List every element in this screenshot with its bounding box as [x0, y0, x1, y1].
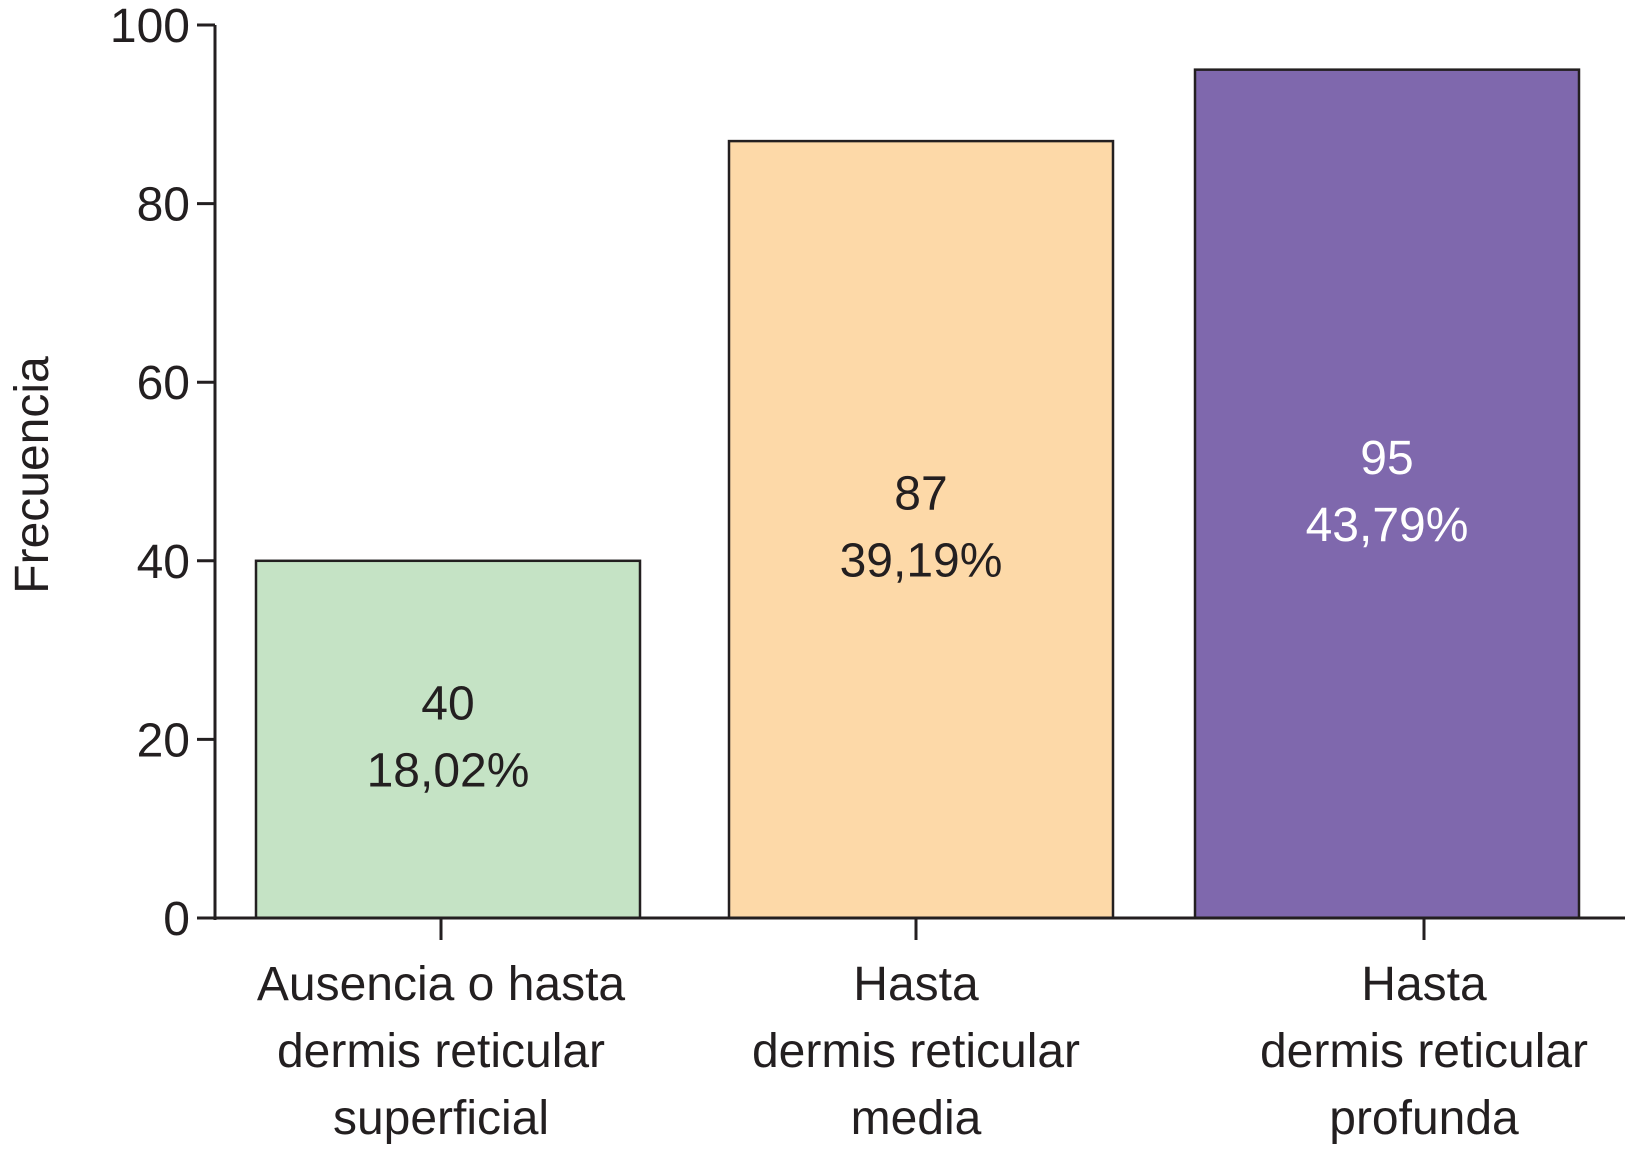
data-labels: 40 18,02% 87 39,19% 95 43,79% — [367, 432, 1469, 798]
bar-percent-label: 43,79% — [1306, 499, 1469, 552]
bar — [1193, 68, 1581, 920]
y-axis-title: Frecuencia — [6, 356, 59, 594]
x-category-label: profunda — [1329, 1092, 1519, 1145]
bar-value-label: 95 — [1360, 432, 1413, 485]
y-ticks: 0 20 40 60 80 100 — [110, 0, 215, 946]
y-tick-label: 100 — [110, 0, 190, 53]
bar-percent-label: 18,02% — [367, 744, 530, 797]
bar — [727, 139, 1115, 920]
y-tick-label: 0 — [163, 893, 190, 946]
x-category-label: media — [851, 1092, 982, 1145]
x-category-label: Hasta — [1361, 958, 1487, 1011]
x-category-label: dermis reticular — [277, 1025, 605, 1078]
bar-value-label: 87 — [894, 468, 947, 521]
y-tick-label: 60 — [137, 357, 190, 410]
axes-layer — [213, 25, 1625, 920]
y-tick-label: 40 — [137, 536, 190, 589]
y-tick-label: 80 — [137, 179, 190, 232]
bar-percent-label: 39,19% — [840, 535, 1003, 588]
bars-layer — [254, 68, 1581, 920]
bar-value-label: 40 — [421, 677, 474, 730]
x-category-label: superficial — [333, 1092, 549, 1145]
y-tick-label: 20 — [137, 714, 190, 767]
x-category-label: Hasta — [853, 958, 979, 1011]
x-category-label: dermis reticular — [752, 1025, 1080, 1078]
x-ticks: Ausencia o hasta dermis reticular superfic… — [257, 918, 1588, 1145]
x-category-label: dermis reticular — [1260, 1025, 1588, 1078]
bar — [254, 559, 642, 920]
x-category-label: Ausencia o hasta — [257, 958, 626, 1011]
